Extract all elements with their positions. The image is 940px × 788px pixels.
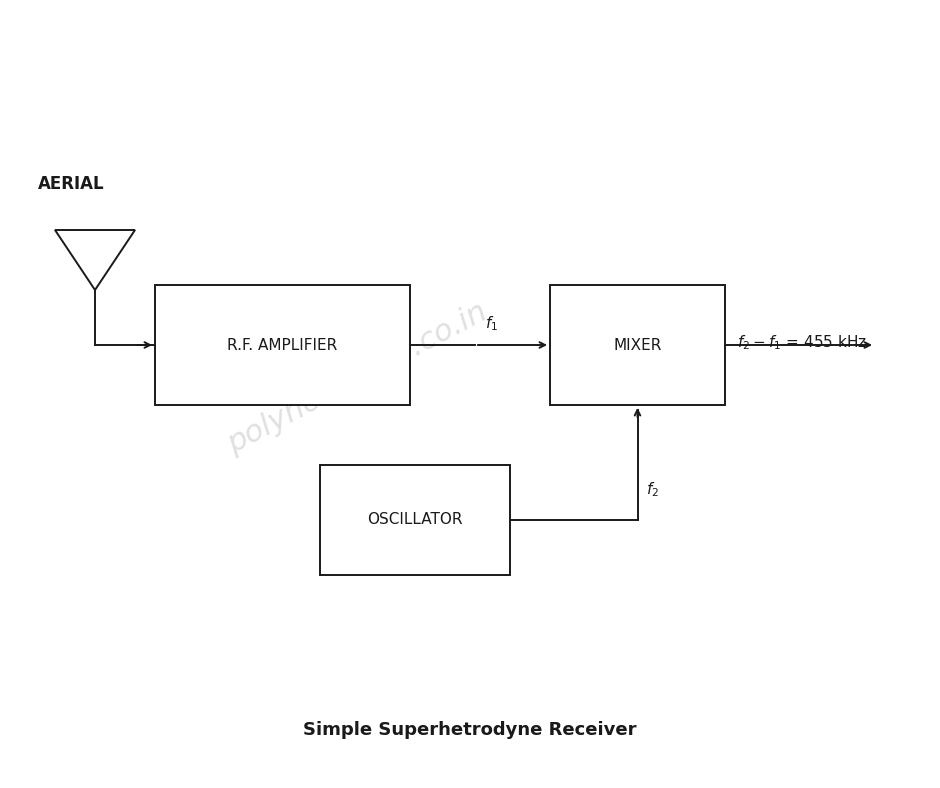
Text: $f_2 - f_1$ = 455 kHz: $f_2 - f_1$ = 455 kHz (737, 333, 867, 352)
Text: $f_2$: $f_2$ (646, 481, 659, 500)
Text: AERIAL: AERIAL (38, 175, 104, 193)
Bar (320, 465, 510, 575)
Text: OSCILLATOR: OSCILLATOR (368, 512, 462, 527)
Text: $f_1$: $f_1$ (485, 314, 498, 333)
Text: R.F. AMPLIFIER: R.F. AMPLIFIER (227, 337, 337, 352)
Text: MIXER: MIXER (613, 337, 662, 352)
Bar (155, 285, 410, 405)
Bar (550, 285, 725, 405)
Text: Simple Superhetrodyne Receiver: Simple Superhetrodyne Receiver (304, 721, 636, 739)
Text: polynoteshub.co.in: polynoteshub.co.in (223, 297, 492, 459)
